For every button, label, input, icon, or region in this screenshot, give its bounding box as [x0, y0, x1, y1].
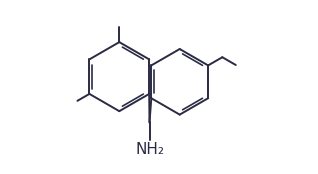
Text: NH₂: NH₂: [135, 142, 164, 157]
